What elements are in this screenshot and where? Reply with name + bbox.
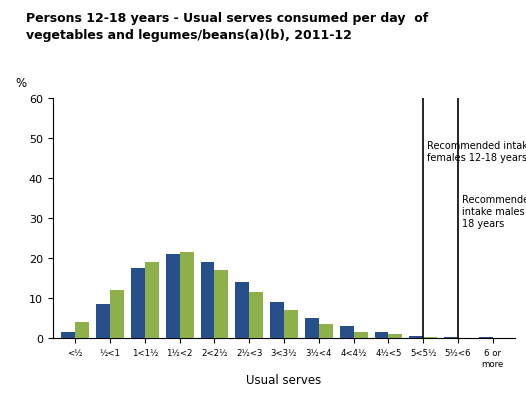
Bar (131, 269, 145, 339)
Bar (353, 333, 368, 339)
Text: %: % (16, 76, 27, 90)
Bar (284, 311, 298, 339)
Text: Recommended intake
females 12-18 years: Recommended intake females 12-18 years (428, 141, 526, 163)
Bar (110, 291, 124, 339)
Bar (249, 293, 263, 339)
Bar (423, 337, 437, 339)
Bar (319, 325, 333, 339)
Bar (479, 337, 493, 339)
Bar (145, 263, 159, 339)
Bar (375, 333, 388, 339)
Bar (270, 303, 284, 339)
Bar (180, 253, 194, 339)
X-axis label: Usual serves: Usual serves (246, 373, 322, 386)
Text: Persons 12-18 years - Usual serves consumed per day  of
vegetables and legumes/b: Persons 12-18 years - Usual serves consu… (26, 12, 429, 42)
Bar (305, 319, 319, 339)
Bar (62, 333, 75, 339)
Bar (340, 327, 353, 339)
Legend: Males, Females: Males, Females (35, 411, 170, 413)
Bar (200, 263, 215, 339)
Bar (388, 335, 402, 339)
Bar (75, 323, 89, 339)
Bar (96, 305, 110, 339)
Bar (215, 271, 228, 339)
Bar (235, 283, 249, 339)
Bar (444, 337, 458, 339)
Text: Recommended
intake males 12-
18 years: Recommended intake males 12- 18 years (462, 195, 526, 228)
Bar (166, 255, 180, 339)
Bar (409, 336, 423, 339)
